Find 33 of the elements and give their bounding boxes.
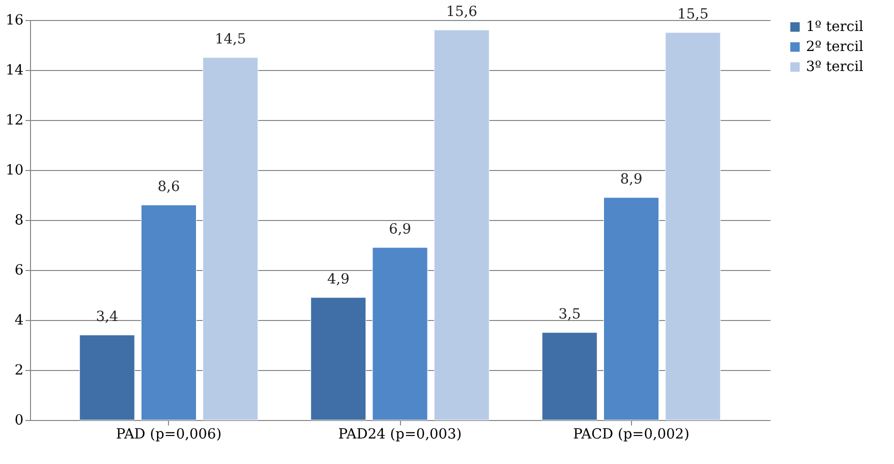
data-label: 6,9	[388, 222, 412, 238]
bar	[542, 332, 598, 420]
y-tick-label: 2	[14, 362, 24, 378]
legend-label: 3º tercil	[806, 59, 864, 75]
bar	[372, 247, 428, 420]
bar	[141, 204, 196, 420]
bar	[310, 297, 366, 420]
data-label: 3,4	[96, 309, 118, 325]
bar	[202, 57, 258, 420]
bar	[665, 32, 721, 420]
x-tick-label: PACD (p=0,002)	[573, 426, 690, 442]
bar	[604, 197, 659, 420]
data-label: 8,6	[158, 179, 180, 195]
y-tick-label: 14	[6, 62, 24, 78]
y-tick-label: 6	[14, 262, 24, 278]
legend-label: 2º tercil	[806, 39, 864, 55]
y-tick-label: 4	[14, 312, 24, 328]
data-label: 3,5	[558, 306, 581, 322]
y-tick-label: 8	[14, 212, 24, 228]
legend-label: 1º tercil	[806, 19, 864, 35]
x-tick-label: PAD24 (p=0,003)	[338, 426, 462, 442]
x-tick-label: PAD (p=0,006)	[116, 426, 222, 442]
y-tick-label: 12	[6, 112, 24, 128]
bar	[434, 30, 490, 420]
data-label: 4,9	[327, 272, 350, 288]
bar	[79, 334, 135, 420]
data-label: 15,6	[446, 4, 478, 20]
data-label: 15,5	[677, 6, 709, 22]
data-label: 8,9	[620, 172, 642, 188]
y-tick-label: 0	[14, 412, 24, 428]
y-tick-label: 16	[6, 12, 24, 28]
y-tick-label: 10	[6, 162, 24, 178]
data-label: 14,5	[214, 32, 246, 48]
